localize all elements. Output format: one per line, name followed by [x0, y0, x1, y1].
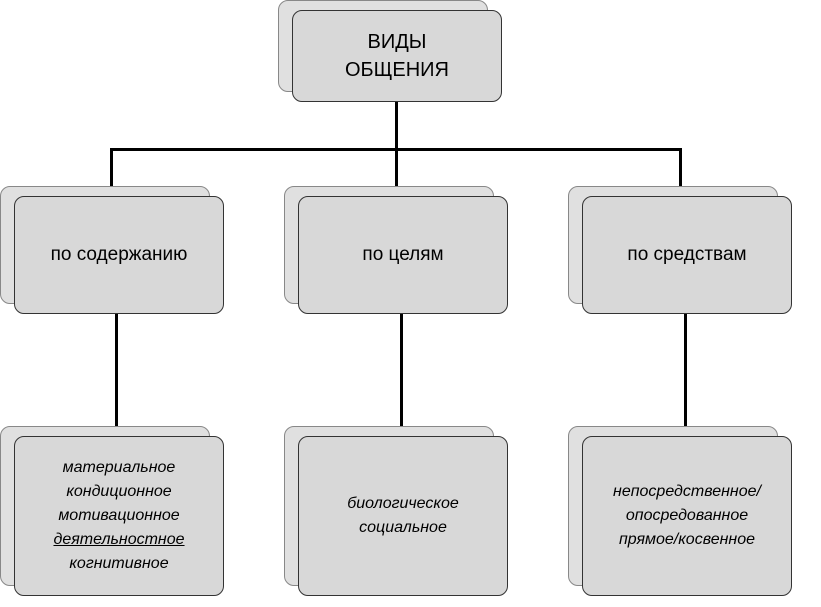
category-box: по средствам — [582, 196, 792, 314]
leaf-box: биологическое социальное — [298, 436, 508, 596]
root-title-line1: ВИДЫ — [368, 28, 427, 56]
category-label-means: по средствам — [627, 244, 746, 266]
leaf-box: материальное кондиционное мотивационное … — [14, 436, 224, 596]
leaf-line: когнитивное — [69, 552, 168, 576]
leaf-line: опосредованное — [626, 504, 748, 528]
category-label-content: по содержанию — [51, 244, 188, 266]
connector-l2-l3-left — [115, 314, 118, 436]
connector-l2-l3-mid — [400, 314, 403, 436]
leaf-line: деятельностное — [53, 528, 184, 552]
root-title-line2: ОБЩЕНИЯ — [345, 56, 449, 84]
connector-root-down — [395, 102, 398, 150]
connector-l2-l3-right — [684, 314, 687, 436]
category-box: по содержанию — [14, 196, 224, 314]
leaf-line: социальное — [359, 516, 447, 540]
root-box: ВИДЫ ОБЩЕНИЯ — [292, 10, 502, 102]
leaf-line: непосредственное/ — [613, 480, 761, 504]
leaf-line: материальное — [63, 456, 176, 480]
leaf-line: прямое/косвенное — [619, 528, 755, 552]
leaf-line: мотивационное — [58, 504, 179, 528]
leaf-line: биологическое — [347, 492, 459, 516]
category-box: по целям — [298, 196, 508, 314]
leaf-box: непосредственное/ опосредованное прямое/… — [582, 436, 792, 596]
category-label-goals: по целям — [362, 244, 443, 266]
leaf-line: кондиционное — [66, 480, 171, 504]
